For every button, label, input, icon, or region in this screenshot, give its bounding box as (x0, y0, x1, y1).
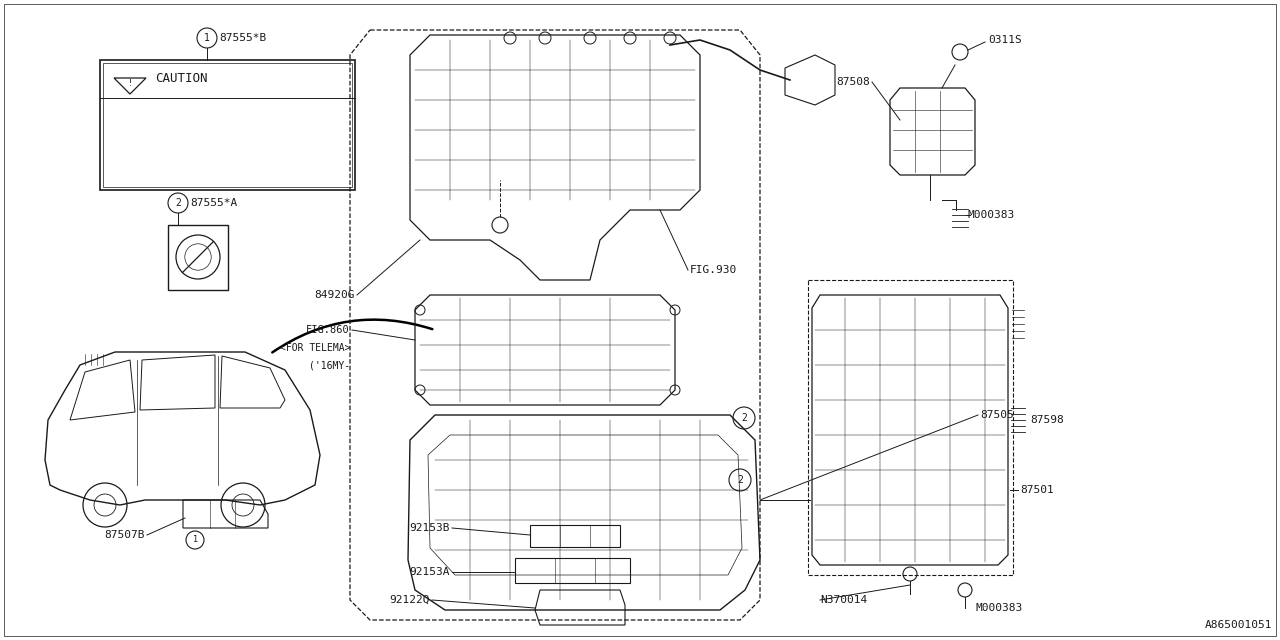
Text: 87555*A: 87555*A (189, 198, 237, 208)
Text: 92153A: 92153A (410, 567, 451, 577)
Bar (102, 63, 352, 187)
Bar (515, 558, 630, 583)
Text: FIG.930: FIG.930 (690, 265, 737, 275)
Bar (530, 525, 620, 547)
Text: 87508: 87508 (836, 77, 870, 87)
Text: ('16MY-: ('16MY- (308, 361, 349, 371)
Text: M000383: M000383 (968, 210, 1015, 220)
Text: 0311S: 0311S (988, 35, 1021, 45)
Text: <FOR TELEMA>: <FOR TELEMA> (279, 343, 349, 353)
Text: M000383: M000383 (975, 603, 1023, 613)
Text: 84920G: 84920G (315, 290, 355, 300)
Text: 2: 2 (175, 198, 180, 208)
Text: 1: 1 (204, 33, 210, 43)
Text: 87598: 87598 (1030, 415, 1064, 425)
Text: N370014: N370014 (820, 595, 868, 605)
Text: 1: 1 (192, 536, 197, 545)
Text: 2: 2 (737, 475, 742, 485)
Text: A865001051: A865001051 (1204, 620, 1272, 630)
Bar (100, 60, 355, 190)
Text: FIG.860: FIG.860 (306, 325, 349, 335)
Text: CAUTION: CAUTION (155, 72, 207, 86)
Text: 87507B: 87507B (105, 530, 145, 540)
Circle shape (221, 483, 265, 527)
Text: 87501: 87501 (1020, 485, 1053, 495)
Text: 92122Q: 92122Q (389, 595, 430, 605)
Bar (168, 225, 228, 290)
Text: 92153B: 92153B (410, 523, 451, 533)
Text: 87555*B: 87555*B (219, 33, 266, 43)
Text: 2: 2 (741, 413, 748, 423)
Text: !: ! (128, 79, 133, 88)
Bar (808, 280, 1012, 575)
Circle shape (83, 483, 127, 527)
Text: 87505: 87505 (980, 410, 1014, 420)
